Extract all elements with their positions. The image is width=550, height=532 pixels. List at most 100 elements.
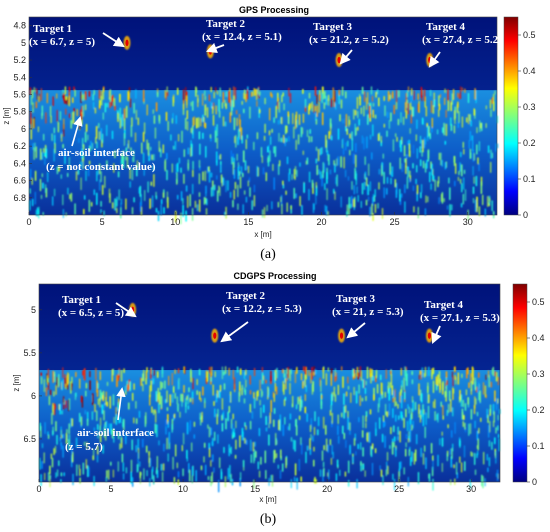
reflection-streak — [29, 168, 32, 179]
reflection-streak — [462, 420, 464, 427]
reflection-streak — [290, 437, 293, 442]
reflection-streak — [256, 132, 259, 140]
reflection-streak — [290, 478, 293, 489]
target-arrow — [346, 322, 366, 339]
reflection-streak — [264, 123, 266, 134]
reflection-streak — [98, 163, 101, 175]
reflection-streak — [40, 194, 43, 200]
target-mark-core — [427, 332, 432, 339]
reflection-streak — [421, 150, 423, 157]
reflection-streak — [192, 100, 194, 111]
reflection-streak — [271, 128, 273, 133]
reflection-streak — [412, 106, 415, 117]
reflection-streak — [397, 415, 400, 420]
reflection-streak — [371, 462, 374, 476]
reflection-streak — [377, 133, 380, 141]
reflection-streak — [93, 475, 95, 487]
reflection-streak — [478, 163, 480, 172]
plot-border — [28, 16, 498, 216]
reflection-streak — [424, 426, 426, 439]
reflection-streak — [265, 379, 267, 384]
reflection-streak — [347, 460, 350, 474]
reflection-streak — [60, 426, 62, 436]
reflection-streak — [85, 459, 88, 469]
reflection-streak — [349, 422, 351, 431]
reflection-streak — [449, 187, 451, 201]
reflection-streak — [352, 368, 354, 377]
reflection-streak — [411, 379, 414, 385]
reflection-streak — [106, 102, 109, 108]
reflection-streak — [295, 111, 298, 120]
reflection-streak — [490, 152, 493, 160]
reflection-streak — [156, 424, 158, 438]
reflection-streak — [109, 101, 111, 109]
reflection-streak — [219, 153, 222, 160]
reflection-streak — [265, 469, 267, 479]
reflection-streak — [124, 432, 127, 442]
reflection-streak — [214, 371, 216, 378]
reflection-streak — [349, 149, 351, 156]
reflection-streak — [106, 470, 108, 479]
reflection-streak — [172, 385, 175, 394]
reflection-streak — [427, 196, 429, 203]
reflection-streak — [228, 444, 230, 457]
reflection-streak — [359, 442, 362, 450]
reflection-streak — [92, 455, 94, 461]
reflection-streak — [184, 366, 186, 375]
reflection-streak — [200, 397, 202, 402]
reflection-streak — [243, 108, 245, 114]
reflection-streak — [173, 476, 176, 484]
reflection-streak — [151, 154, 153, 161]
reflection-streak — [112, 469, 115, 478]
reflection-streak — [182, 204, 184, 218]
reflection-streak — [488, 197, 491, 202]
target-arrow — [428, 51, 441, 68]
reflection-streak — [281, 116, 283, 125]
reflection-streak — [163, 207, 165, 214]
reflection-streak — [308, 369, 310, 377]
reflection-streak — [439, 438, 441, 446]
reflection-streak — [312, 202, 315, 214]
reflection-streak — [166, 91, 169, 97]
target-arrow — [431, 325, 442, 344]
reflection-streak — [244, 437, 246, 444]
reflection-streak — [399, 430, 401, 443]
reflection-streak — [187, 405, 190, 410]
reflection-streak — [406, 140, 409, 145]
reflection-streak — [166, 407, 169, 411]
reflection-streak — [117, 461, 120, 472]
reflection-streak — [148, 451, 150, 464]
reflection-streak — [345, 440, 347, 448]
reflection-streak — [52, 405, 54, 415]
reflection-streak — [357, 110, 359, 119]
reflection-streak — [334, 394, 337, 402]
reflection-streak — [96, 423, 99, 430]
reflection-streak — [104, 430, 107, 441]
reflection-streak — [190, 147, 192, 157]
reflection-streak — [476, 411, 479, 417]
reflection-streak — [135, 418, 138, 424]
target-mark-core — [125, 39, 129, 47]
reflection-streak — [413, 90, 415, 101]
reflection-streak — [465, 389, 468, 396]
reflection-streak — [250, 454, 253, 464]
reflection-streak — [89, 146, 91, 152]
target-label: Target 3 — [336, 293, 376, 305]
reflection-streak — [405, 165, 407, 174]
reflection-streak — [189, 194, 191, 207]
reflection-streak — [86, 418, 89, 426]
reflection-streak — [355, 451, 357, 456]
reflection-streak — [381, 382, 383, 395]
reflection-streak — [255, 88, 258, 101]
reflection-streak — [229, 191, 232, 198]
reflection-streak — [155, 470, 158, 475]
reflection-streak — [316, 105, 318, 118]
colorbar-tick-label: 0.1 — [532, 441, 545, 451]
reflection-streak — [370, 373, 372, 384]
reflection-streak — [378, 168, 381, 175]
reflection-streak — [198, 131, 201, 140]
annotations-group: Target 1(x = 6.7, z = 5)Target 2(x = 12.… — [29, 18, 502, 173]
reflection-streak — [476, 144, 478, 155]
reflection-streak — [353, 386, 355, 396]
reflection-streak — [176, 194, 179, 200]
